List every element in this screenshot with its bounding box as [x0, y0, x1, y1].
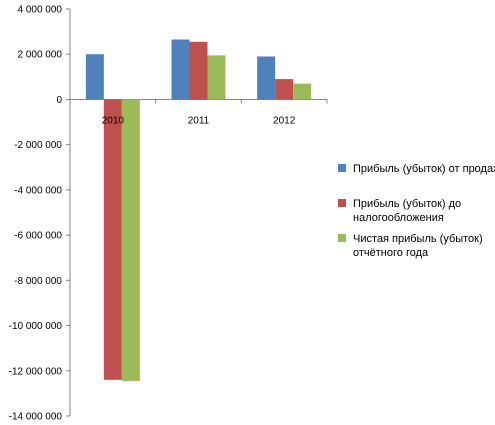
y-tick-label: 2 000 000	[18, 50, 63, 61]
y-tick-label: -8 000 000	[14, 276, 62, 287]
y-tick-label: -6 000 000	[14, 231, 62, 242]
legend-item-1: Прибыль (убыток) от продаж	[338, 163, 495, 175]
plot-area: 4 000 000 2 000 000 0 -2 000 000 -4 000 000 -…	[9, 5, 328, 423]
bar-2011-series-1	[171, 39, 190, 100]
y-tick-label: -2 000 000	[14, 140, 62, 151]
legend-swatch	[338, 234, 346, 242]
legend-item-2: Прибыль (убыток) до налогообложения	[338, 198, 461, 224]
x-category-label: 2010	[102, 115, 125, 126]
legend-swatch	[338, 164, 346, 172]
bar-2010-series-3	[121, 99, 140, 381]
legend-item-3: Чистая прибыль (убыток) отчётного года	[338, 233, 483, 259]
legend-label: Прибыль (убыток) от продаж	[353, 163, 495, 175]
bar-2011-series-2	[189, 41, 208, 100]
bar-2010-series-2	[103, 99, 122, 380]
x-category-label: 2011	[188, 115, 210, 126]
x-category-label: 2012	[273, 115, 296, 126]
legend-swatch	[338, 199, 346, 207]
y-tick-label: -12 000 000	[9, 366, 63, 377]
y-tick-label: 4 000 000	[18, 5, 63, 16]
bar-2011-series-3	[207, 55, 226, 100]
y-tick-label: -4 000 000	[14, 185, 62, 196]
legend: Прибыль (убыток) от продаж Прибыль (убыто…	[338, 163, 495, 259]
legend-label: Прибыль (убыток) до	[353, 198, 461, 210]
y-tick-label: -14 000 000	[9, 412, 63, 423]
bar-2010-series-1	[85, 54, 104, 100]
legend-label: отчётного года	[353, 247, 429, 259]
bar-2012-series-3	[293, 83, 312, 100]
y-tick-label: 0	[56, 95, 62, 106]
legend-label: Чистая прибыль (убыток)	[353, 233, 483, 245]
bar-2012-series-1	[257, 56, 276, 100]
y-tick-label: -10 000 000	[9, 321, 63, 332]
legend-label: налогообложения	[353, 212, 444, 224]
bar-2012-series-2	[275, 79, 294, 100]
